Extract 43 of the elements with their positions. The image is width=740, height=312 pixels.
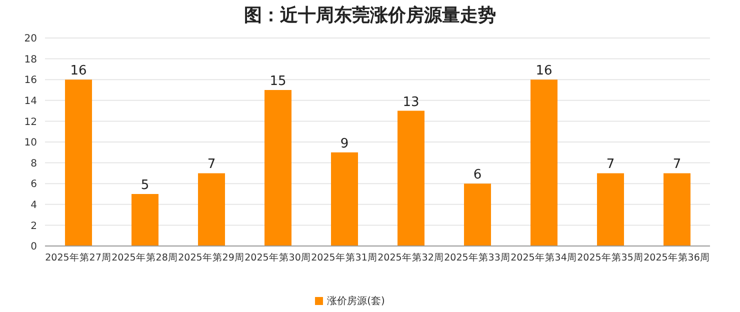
x-tick-label: 2025年第27周 bbox=[45, 252, 112, 264]
legend-label: 涨价房源(套) bbox=[327, 296, 385, 307]
y-tick-label: 20 bbox=[24, 34, 37, 45]
x-tick-label: 2025年第33周 bbox=[444, 252, 510, 264]
y-tick-label: 0 bbox=[30, 242, 37, 253]
y-tick-label: 6 bbox=[30, 179, 37, 190]
bar bbox=[264, 90, 292, 246]
x-tick-label: 2025年第35周 bbox=[577, 252, 644, 264]
y-tick-label: 8 bbox=[30, 158, 37, 170]
bar bbox=[65, 80, 92, 246]
data-label: 9 bbox=[340, 136, 349, 152]
x-tick-label: 2025年第34周 bbox=[510, 252, 577, 264]
bar bbox=[597, 173, 624, 246]
data-label: 6 bbox=[473, 168, 482, 183]
y-tick-label: 16 bbox=[24, 75, 37, 86]
y-tick-label: 18 bbox=[24, 54, 37, 66]
y-tick-label: 4 bbox=[30, 200, 37, 211]
x-tick-label: 2025年第32周 bbox=[378, 252, 444, 264]
bar bbox=[464, 184, 491, 246]
data-label: 5 bbox=[140, 178, 150, 193]
x-tick-label: 2025年第29周 bbox=[178, 252, 244, 264]
y-tick-label: 10 bbox=[24, 138, 37, 149]
x-tick-label: 2025年第28周 bbox=[112, 252, 178, 264]
data-label: 7 bbox=[207, 157, 216, 172]
x-tick-label: 2025年第36周 bbox=[644, 252, 710, 264]
data-label: 7 bbox=[672, 157, 682, 172]
data-label: 16 bbox=[70, 64, 87, 79]
y-tick-label: 14 bbox=[24, 96, 37, 107]
data-label: 16 bbox=[536, 64, 552, 79]
x-tick-label: 2025年第30周 bbox=[244, 252, 311, 264]
y-tick-label: 2 bbox=[30, 220, 37, 232]
data-label: 15 bbox=[270, 74, 286, 89]
chart-title: 图：近十周东莞涨价房源量走势 bbox=[243, 4, 497, 27]
data-label: 7 bbox=[606, 157, 615, 172]
bar bbox=[664, 173, 690, 246]
data-label: 13 bbox=[402, 94, 420, 110]
bar bbox=[331, 152, 358, 246]
bar bbox=[198, 173, 225, 246]
bar bbox=[132, 194, 158, 246]
bar bbox=[398, 110, 424, 246]
y-tick-label: 12 bbox=[24, 116, 37, 128]
bar bbox=[530, 80, 558, 246]
x-tick-label: 2025年第31周 bbox=[311, 252, 378, 264]
